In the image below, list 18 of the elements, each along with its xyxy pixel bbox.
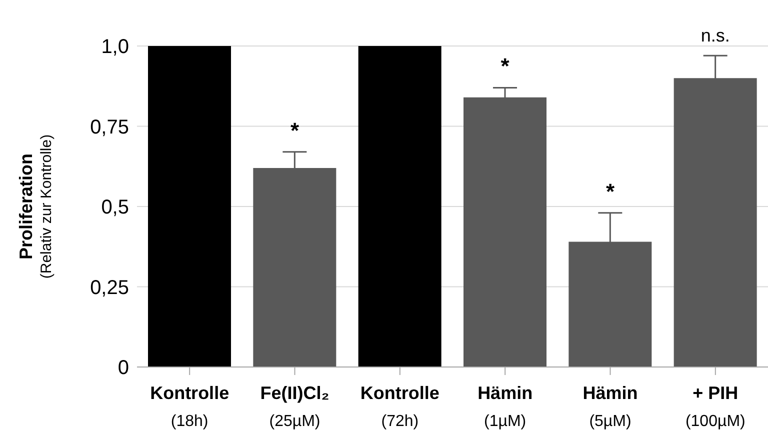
annotation: *	[606, 178, 615, 204]
x-tick-label: Kontrolle (18h)	[150, 383, 230, 430]
x-tick-label: Hämin (1µM)	[478, 383, 533, 430]
annotation: n.s.	[700, 26, 730, 46]
y-axis-title: Proliferation (Relativ zur Kontrolle)	[16, 134, 55, 279]
annotation: *	[500, 54, 510, 79]
y-tick-label: 0,25	[90, 276, 129, 299]
bar	[358, 46, 442, 367]
x-tick-label: Fe(II)Cl₂ (25µM)	[260, 383, 330, 430]
y-tick-label: 0,5	[101, 196, 129, 219]
y-tick-label: 0	[118, 357, 129, 380]
annotation: *	[290, 118, 300, 143]
y-tick-label: 0,75	[90, 116, 129, 138]
x-tick-label: Kontrolle (72h)	[360, 383, 440, 430]
x-tick-label: Hämin (5µM)	[582, 383, 638, 430]
y-tick-label: 1,0	[101, 36, 129, 58]
x-tick-label: + PIH (100µM)	[685, 383, 746, 430]
bar	[148, 46, 231, 367]
